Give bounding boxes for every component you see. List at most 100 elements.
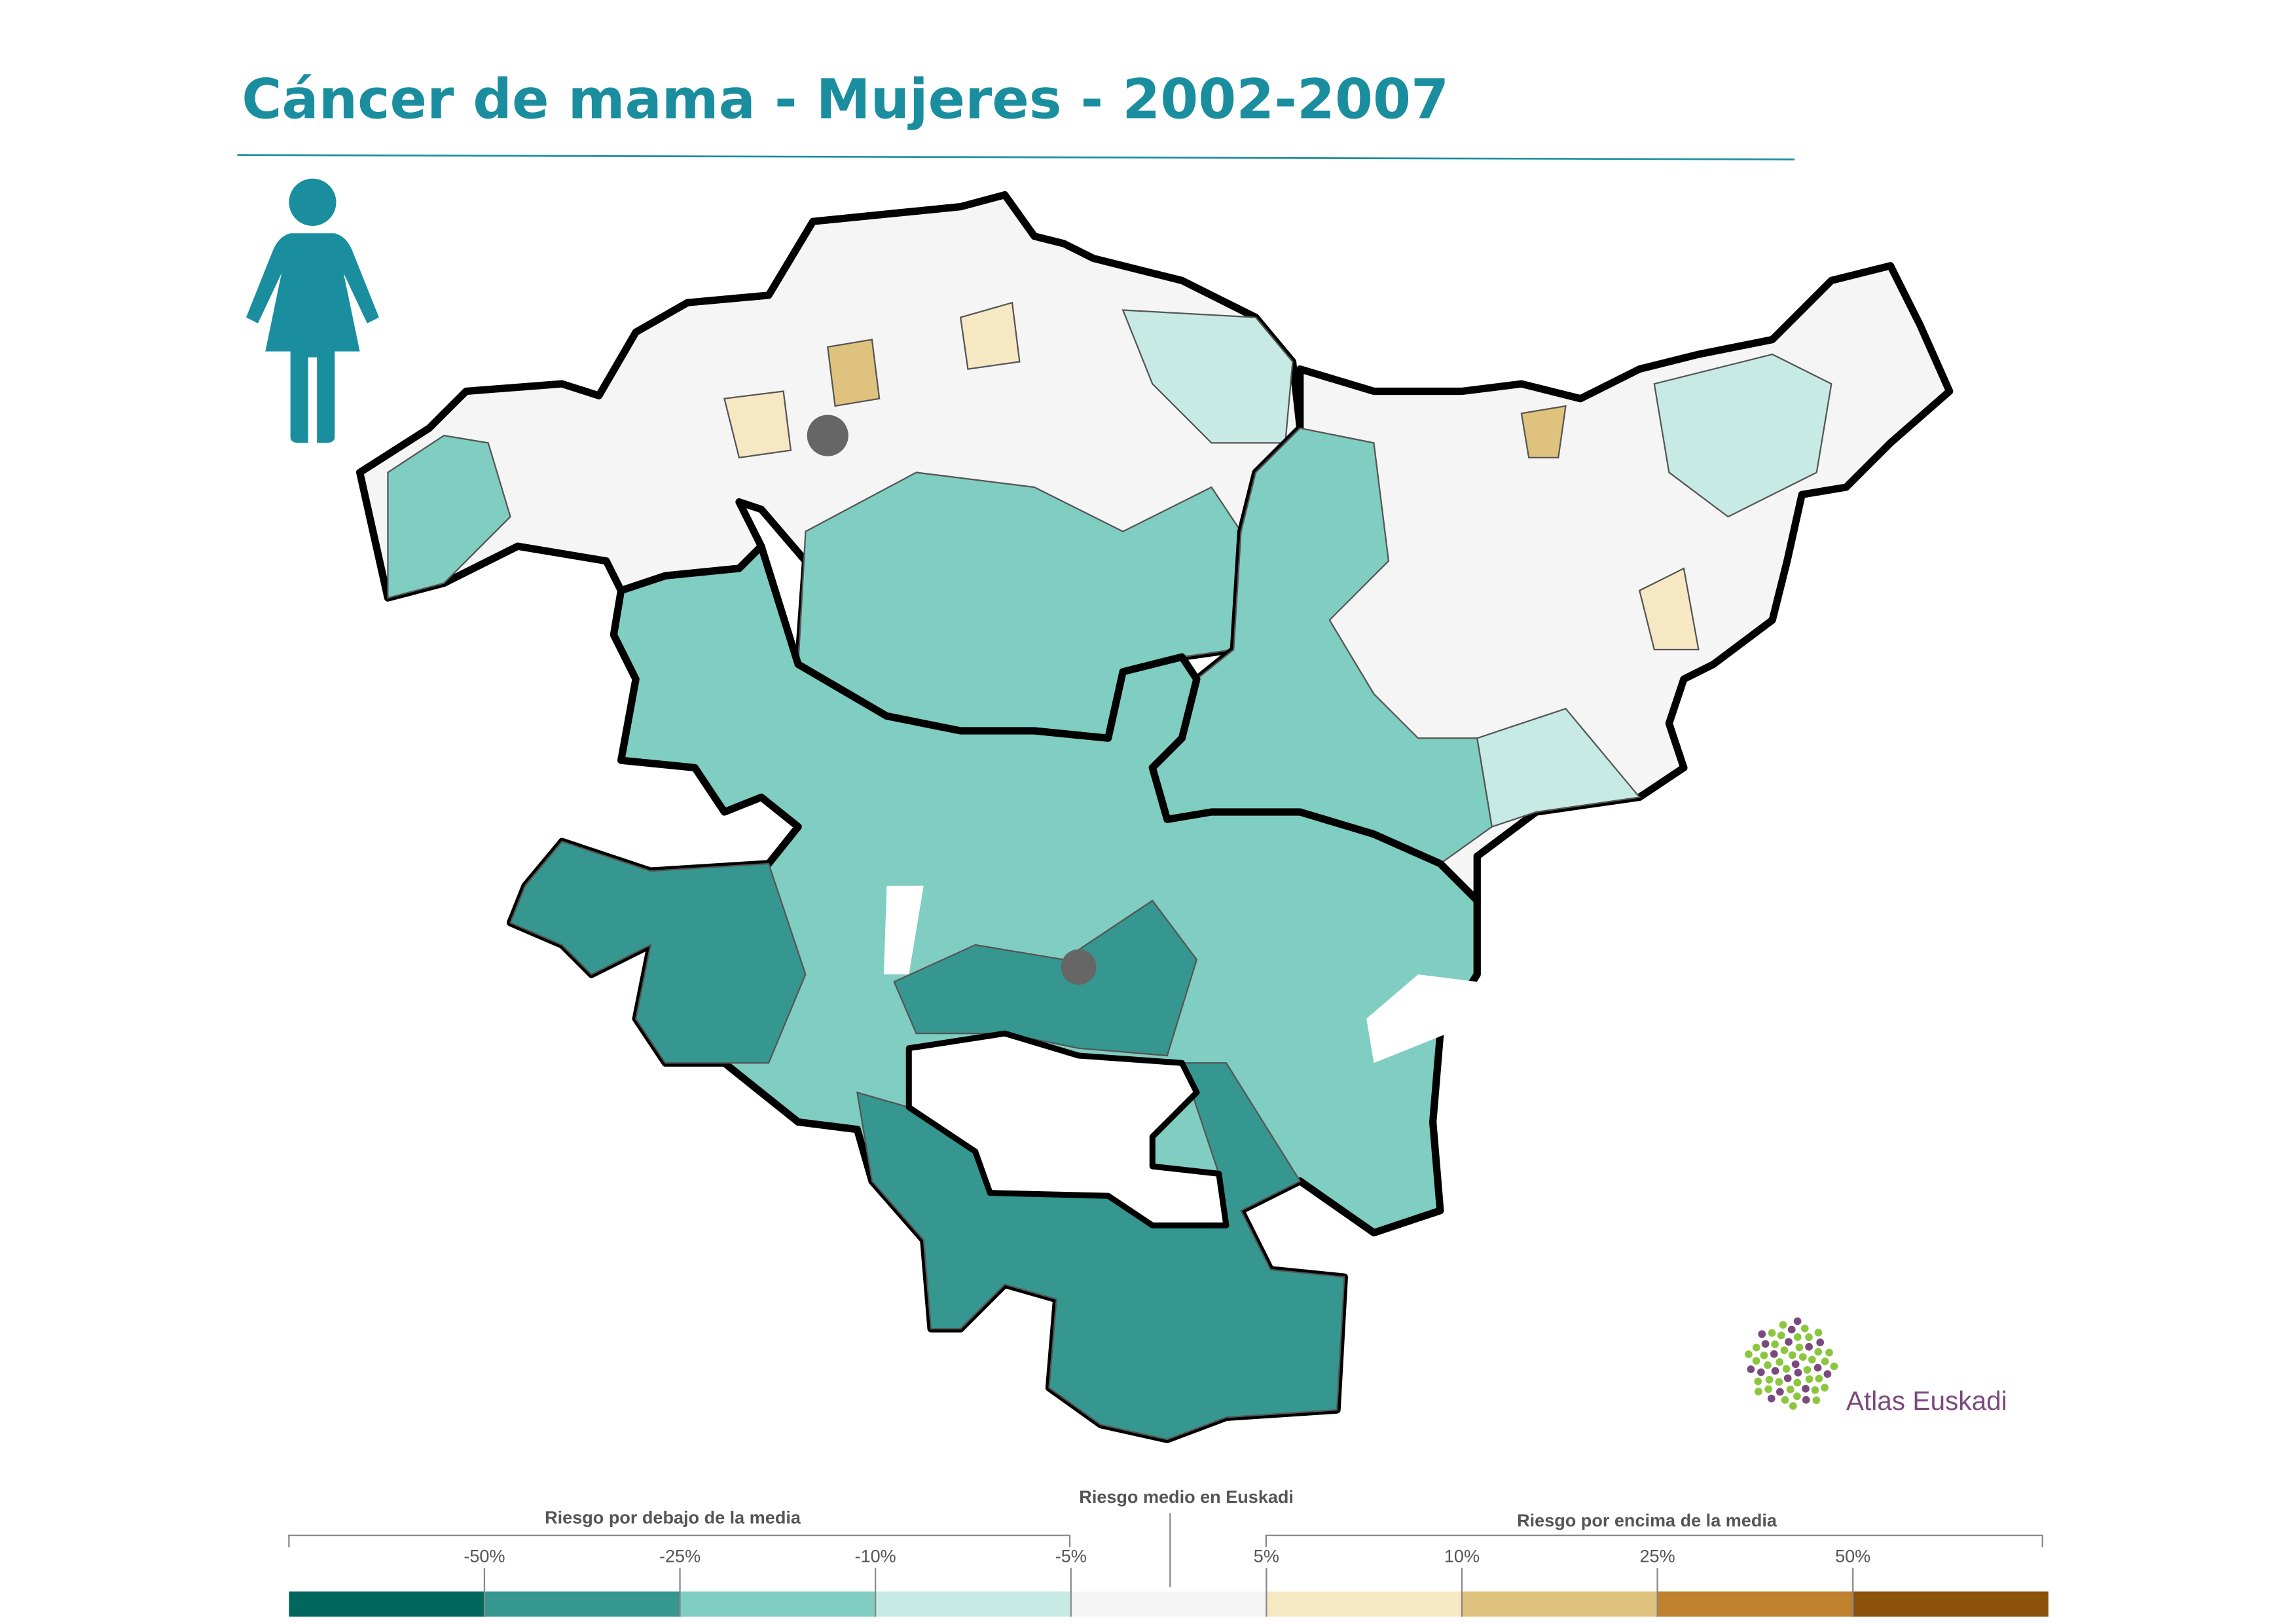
logo-dot [1771,1367,1779,1375]
logo-dot [1777,1331,1785,1340]
logo-dot [1793,1333,1802,1341]
area [827,339,881,407]
legend-swatch [1266,1591,1462,1617]
area [1638,567,1700,651]
logo-dot [1821,1384,1829,1392]
logo-dot [1795,1343,1804,1352]
logo-dot [1787,1325,1796,1334]
logo-dot [1812,1396,1821,1405]
logo-dot [1776,1388,1784,1396]
logo-dot [1775,1378,1783,1386]
legend-tick-label: 10% [1444,1546,1480,1566]
logo-dot [1771,1340,1779,1348]
logo-dot [1758,1330,1766,1338]
title-rule [237,154,1795,160]
logo: Atlas Euskadi [1744,1317,2007,1416]
title: Cáncer de mama - Mujeres - 2002-2007 [242,67,1449,131]
legend-tick-label: -50% [464,1546,505,1566]
logo-dot [1825,1348,1833,1357]
logo-dot [1805,1375,1813,1383]
area [509,840,807,1064]
logo-text: Atlas Euskadi [1846,1386,2007,1416]
logo-dot [1782,1365,1791,1373]
logo-dot [1783,1374,1792,1382]
logo-dot [1793,1378,1802,1387]
logo-dot [1767,1394,1776,1403]
logo-dot [1791,1360,1800,1369]
legend-above-label: Riesgo por encima de la media [1517,1511,1777,1530]
logo-dot [1800,1324,1809,1333]
logo-dot [1786,1385,1795,1393]
logo-dot [1760,1351,1768,1359]
logo-dot [1816,1338,1825,1346]
legend-swatch [1461,1591,1658,1617]
area [959,301,1021,370]
logo-dot [1768,1329,1776,1337]
city [807,415,848,456]
logo-dot [1814,1348,1823,1356]
logo-dot [1808,1356,1816,1364]
logo-dot [1780,1346,1789,1354]
logo-dot [1805,1342,1813,1351]
legend-tick-label: -10% [855,1546,896,1566]
logo-dot [1785,1338,1793,1346]
legend-swatch [1853,1591,2049,1617]
logo-dot [1789,1402,1797,1410]
area [1653,353,1832,518]
logo-dot [1802,1395,1810,1404]
logo-dot [1830,1362,1838,1371]
logo-dot [1823,1370,1832,1378]
legend-swatch [1657,1591,1853,1617]
legend-tick-label: 50% [1835,1546,1870,1566]
logo-dot [1754,1377,1762,1386]
legend-below-label: Riesgo por debajo de la media [545,1508,801,1528]
logo-dot [1814,1329,1823,1337]
legend-swatch [289,1591,484,1617]
logo-dot [1821,1357,1829,1365]
logo-dot [1793,1392,1801,1401]
legend-tick-label: 25% [1639,1546,1675,1566]
logo-dot [1744,1350,1753,1358]
logo-dot [1803,1366,1812,1374]
logo-dot [1764,1361,1772,1369]
logo-dot [1764,1385,1773,1393]
logo-dot [1779,1321,1787,1329]
area [1476,707,1641,828]
woman-icon [246,178,379,443]
area [1520,405,1567,459]
legend-tick-label: -5% [1055,1546,1087,1566]
legend-swatch [484,1591,680,1617]
logo-mark [1744,1317,1838,1410]
logo-dot [1776,1358,1784,1366]
logo-dot [1761,1340,1770,1348]
legend-tick-label: 5% [1254,1546,1279,1566]
map [355,191,1954,1443]
legend-swatch [875,1591,1071,1617]
logo-dot [1752,1357,1760,1365]
legend-mean-label: Riesgo medio en Euskadi [1079,1487,1294,1507]
logo-dot [1788,1351,1796,1359]
logo-dot [1794,1369,1802,1377]
logo-dot [1747,1365,1755,1373]
logo-dot [1805,1333,1813,1341]
trevino [905,1030,1230,1228]
legend-swatch [1070,1591,1267,1617]
logo-dot [1770,1350,1778,1358]
area [723,390,792,459]
legend-brackets [288,1513,2043,1587]
logo-dot [1765,1375,1774,1384]
logo-dot [1781,1396,1789,1404]
logo-dot [1798,1353,1807,1361]
logo-dot [1815,1375,1823,1383]
logo-dot [1793,1317,1802,1325]
area [883,885,1478,1063]
logo-dot [1757,1368,1765,1376]
city [1061,949,1097,985]
area [893,899,1198,1057]
legend-tick-label: -25% [659,1546,701,1566]
logo-dot [1802,1384,1810,1393]
area [387,434,511,599]
legend-swatch [680,1591,876,1617]
